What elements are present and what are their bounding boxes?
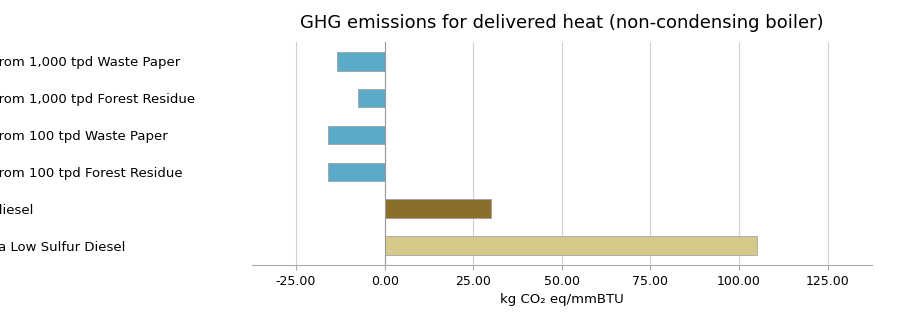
Bar [337,52,385,70]
Bar [358,89,385,107]
Title: GHG emissions for delivered heat (non-condensing boiler): GHG emissions for delivered heat (non-co… [300,14,823,32]
Bar [328,163,385,181]
X-axis label: kg CO₂ eq/mmBTU: kg CO₂ eq/mmBTU [500,293,624,306]
Bar [328,126,385,144]
Bar [385,200,491,218]
Bar [385,236,757,255]
